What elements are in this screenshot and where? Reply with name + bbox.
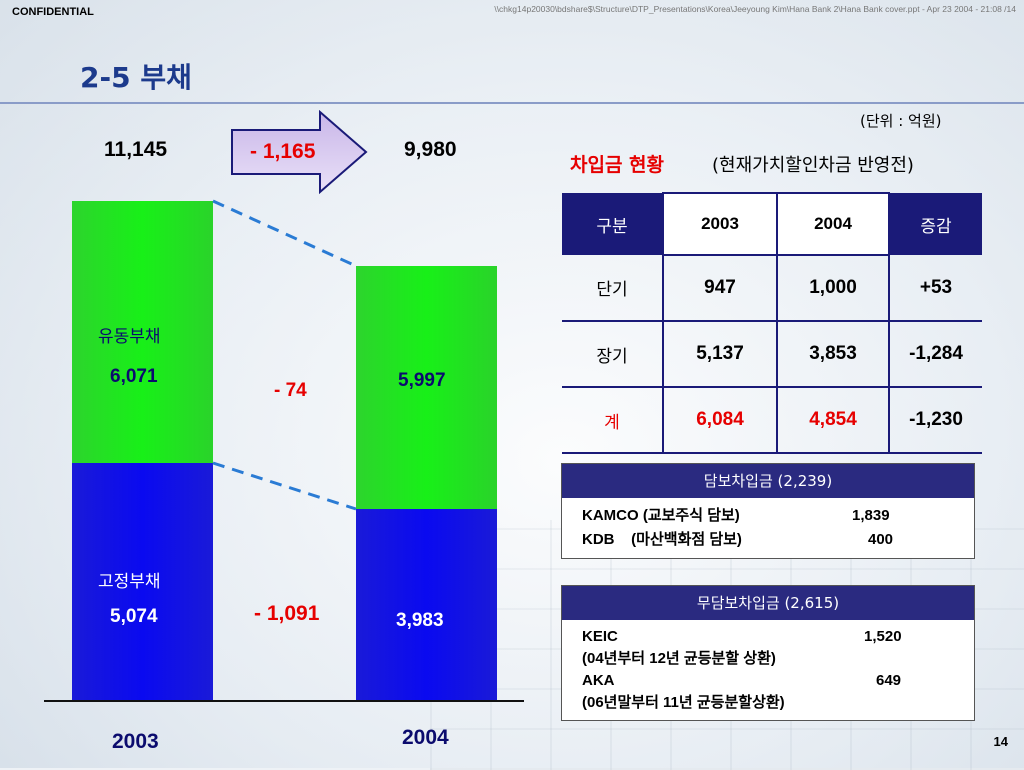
unsecured-header: 무담보차입금 (2,615) [562,586,974,620]
item-name: KDB (마산백화점 담보) [582,531,742,548]
table-cell: 3,853 [776,321,889,388]
item-note: (04년부터 12년 균등분할 상환) [582,650,776,667]
list-item: AKA 649 [582,670,954,692]
list-item: KAMCO (교보주식 담보) 1,839 [582,504,954,528]
item-name: KAMCO (교보주식 담보) [582,507,740,524]
table-cell: 장기 [562,321,663,388]
item-name: AKA [582,672,615,689]
total-change: - 1,165 [250,140,316,163]
page-number: 14 [993,734,1008,749]
unsecured-borrowings-box: 무담보차입금 (2,615) KEIC 1,520 (04년부터 12년 균등분… [561,585,975,721]
list-item: KEIC 1,520 [582,626,954,648]
borrowings-table: 구분 2003 2004 증감 단기 947 1,000 +53 장기 5,13… [562,192,982,454]
unsecured-body: KEIC 1,520 (04년부터 12년 균등분할 상환) AKA 649 (… [562,620,974,720]
bar-fixed-2003 [72,463,213,701]
year-2004-label: 2004 [402,726,449,749]
fixed-liability-label: 고정부채 [98,572,161,592]
bar-fixed-2004 [356,509,497,701]
table-header-row: 구분 2003 2004 증감 [562,192,982,256]
secured-borrowings-box: 담보차입금 (2,239) KAMCO (교보주식 담보) 1,839 KDB … [561,463,975,559]
title-divider [0,102,1024,104]
table-cell: 계 [562,387,663,454]
table-cell: 단기 [562,255,663,322]
confidential-label: CONFIDENTIAL [12,6,94,18]
borrowings-subtitle: (현재가치할인차금 반영전) [712,155,914,176]
item-name: KEIC [582,628,618,645]
table-cell: 1,000 [776,255,889,322]
table-row: 단기 947 1,000 +53 [562,255,982,322]
table-cell: -1,230 [888,387,982,454]
fixed-2003-value: 5,074 [110,606,158,627]
item-note: (06년말부터 11년 균등분할상환) [582,694,785,711]
table-cell: 6,084 [662,387,777,454]
bar-current-2003 [72,201,213,463]
table-cell: +53 [888,255,982,322]
table-total-row: 계 6,084 4,854 -1,230 [562,387,982,454]
item-value: 1,520 [864,628,902,645]
decrease-arrow-icon [231,110,368,194]
fixed-change: - 1,091 [254,602,320,625]
total-2004: 9,980 [404,138,457,161]
table-cell: 5,137 [662,321,777,388]
item-value: 400 [868,531,894,548]
column-header: 2003 [662,192,778,256]
secured-body: KAMCO (교보주식 담보) 1,839 KDB (마산백화점 담보) 400 [562,498,974,558]
column-header: 증감 [888,193,982,255]
list-item: KDB (마산백화점 담보) 400 [582,528,954,552]
connector-lines [212,199,357,511]
item-value: 1,839 [852,507,890,524]
current-2003-value: 6,071 [110,366,158,387]
table-cell: -1,284 [888,321,982,388]
column-header: 2004 [776,192,890,256]
fixed-2004-value: 3,983 [396,610,444,631]
bar-current-2004 [356,266,497,509]
borrowings-title: 차입금 현황 [570,154,665,176]
chart-baseline [44,700,524,702]
page-title: 2-5 부채 [80,61,192,94]
current-change: - 74 [274,380,307,401]
current-2004-value: 5,997 [398,370,446,391]
table-cell: 947 [662,255,777,322]
unit-label: (단위 : 억원) [860,112,942,130]
file-path: \\chkg14p20030\bdshare$\Structure\DTP_Pr… [494,4,1016,14]
column-header: 구분 [562,193,663,255]
table-cell: 4,854 [776,387,889,454]
secured-header: 담보차입금 (2,239) [562,464,974,498]
table-row: 장기 5,137 3,853 -1,284 [562,321,982,388]
item-value: 649 [876,672,902,689]
current-liability-label: 유동부채 [98,327,161,347]
total-2003: 11,145 [104,138,168,161]
year-2003-label: 2003 [112,730,159,753]
